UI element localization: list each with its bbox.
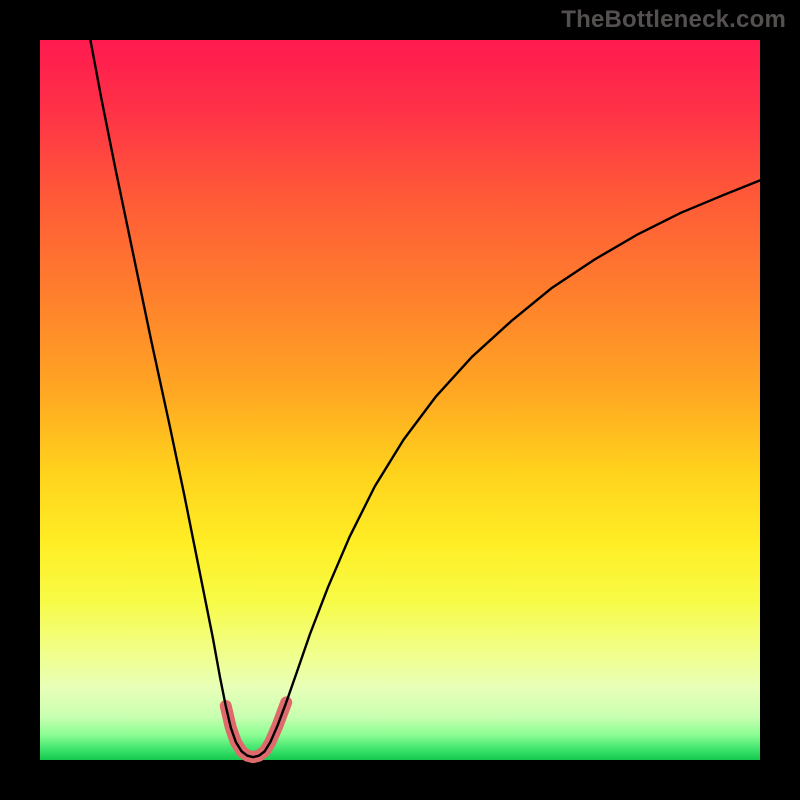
plot-background [40, 40, 760, 760]
bottleneck-chart [0, 0, 800, 800]
watermark-text: TheBottleneck.com [561, 6, 786, 34]
chart-container: TheBottleneck.com [0, 0, 800, 800]
